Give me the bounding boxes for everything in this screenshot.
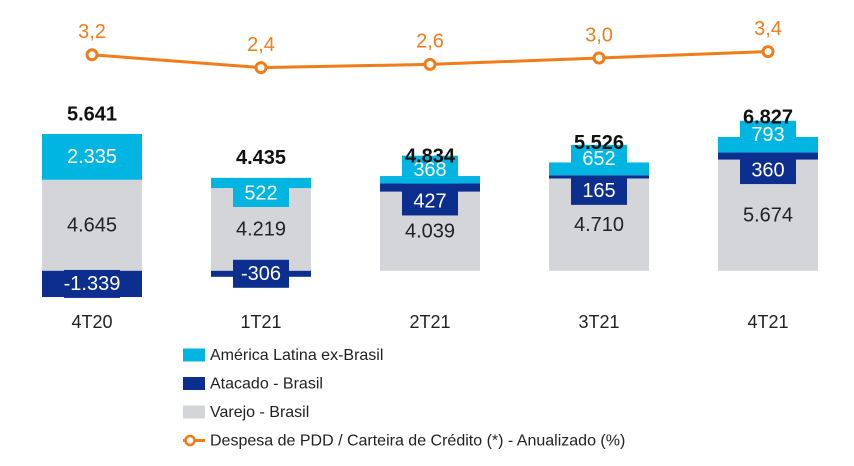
line-marker: [254, 61, 268, 75]
line-marker: [761, 45, 775, 59]
value-label: 652: [582, 148, 615, 170]
total-label: 6.827: [743, 106, 793, 128]
legend-swatch: [183, 348, 205, 362]
x-tick-label: 1T21: [240, 312, 281, 332]
total-label: 4.834: [405, 145, 456, 167]
label-bg: [740, 156, 796, 185]
value-label: 2.335: [67, 146, 117, 168]
label-bg: [740, 120, 796, 149]
x-tick-label: 3T21: [578, 312, 619, 332]
value-label: 368: [413, 159, 446, 181]
value-label: 793: [751, 124, 784, 146]
line-label: 3,2: [78, 21, 106, 43]
line-label: 3,0: [585, 24, 613, 46]
label-bg: [233, 178, 289, 207]
label-bg: [402, 155, 458, 184]
value-label: 4.219: [236, 219, 286, 241]
total-label: 4.435: [236, 147, 286, 169]
value-label: 360: [751, 159, 784, 181]
value-label: 4.039: [405, 220, 455, 242]
total-label: 5.641: [67, 103, 117, 125]
bar-segment: [42, 179, 142, 271]
value-label: 4.710: [574, 214, 624, 236]
x-tick-label: 4T21: [747, 312, 788, 332]
line-label: 2,6: [416, 31, 444, 53]
value-label: 5.674: [743, 204, 793, 226]
value-label: -1.339: [64, 273, 121, 295]
label-bg: [233, 259, 289, 288]
x-tick-label: 4T20: [71, 312, 112, 332]
legend-swatch: [183, 377, 205, 390]
legend-label: América Latina ex-Brasil: [210, 347, 383, 364]
value-label: 4.645: [67, 215, 117, 237]
legend-label: Atacado - Brasil: [210, 376, 323, 393]
line-label: 2,4: [247, 34, 275, 56]
value-label: 165: [582, 180, 615, 202]
label-bg: [64, 269, 120, 298]
value-label: -306: [241, 263, 281, 285]
value-label: 522: [244, 182, 277, 204]
line-marker: [592, 51, 606, 65]
legend-label: Varejo - Brasil: [210, 404, 309, 421]
total-label: 5.526: [574, 132, 624, 154]
x-tick-label: 2T21: [409, 312, 450, 332]
label-bg: [571, 176, 627, 205]
label-bg: [402, 187, 458, 216]
legend-marker: [184, 434, 196, 447]
legend-swatch: [183, 405, 205, 419]
line-marker: [85, 48, 99, 62]
line-label: 3,4: [754, 18, 782, 40]
label-bg: [571, 144, 627, 173]
label-bg: [64, 142, 120, 171]
legend-label: Despesa de PDD / Carteira de Crédito (*)…: [210, 433, 625, 450]
line-marker: [423, 57, 437, 71]
value-label: 427: [413, 191, 446, 213]
